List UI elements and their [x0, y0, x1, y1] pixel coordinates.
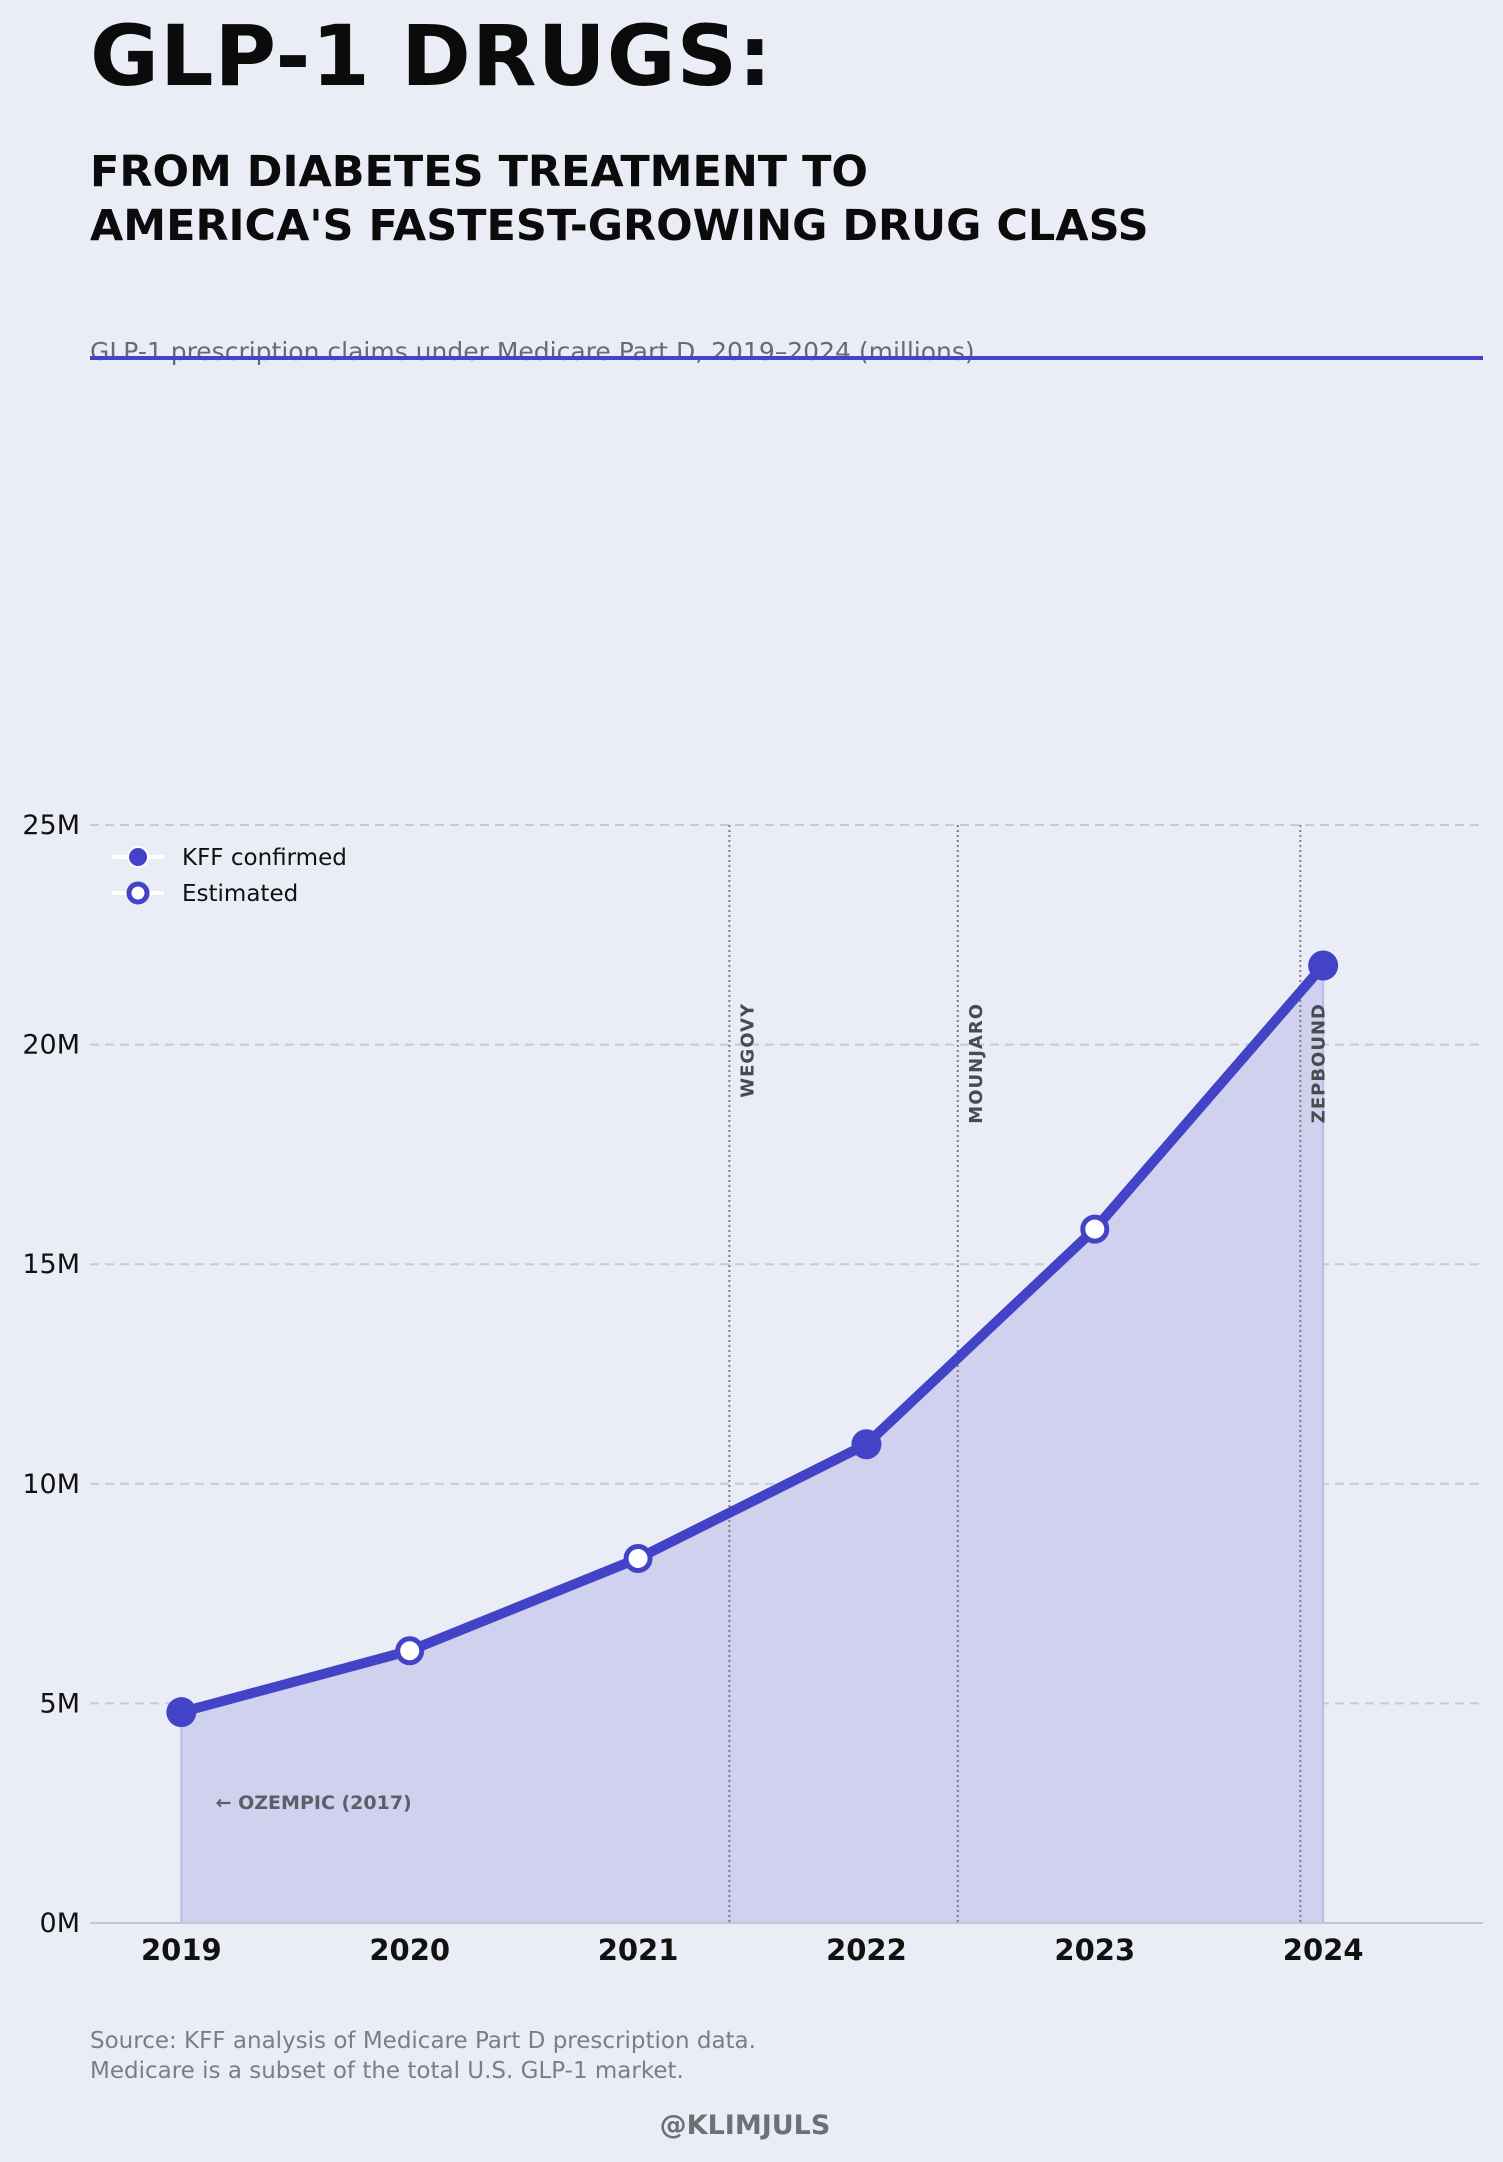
event-label: MOUNJARO [966, 1003, 987, 1124]
y-tick-label: 0M [40, 1908, 80, 1939]
chart-title: GLP-1 DRUGS: [90, 7, 773, 105]
x-tick-label: 2022 [826, 1933, 907, 1967]
y-tick-label: 10M [22, 1469, 80, 1500]
event-label: WEGOVY [737, 1003, 758, 1098]
subtitle-line-2: AMERICA'S FASTEST-GROWING DRUG CLASS [90, 201, 1149, 251]
y-tick-label: 5M [40, 1688, 80, 1719]
event-label: ZEPBOUND [1308, 1003, 1329, 1123]
x-tick-label: 2020 [369, 1933, 450, 1967]
data-point-confirmed [1308, 950, 1339, 981]
legend-marker-hollow [126, 881, 150, 905]
area-fill [180, 962, 1325, 1924]
y-tick-label: 25M [22, 810, 80, 841]
y-tick-label: 20M [22, 1030, 80, 1061]
chart-description: GLP-1 prescription claims under Medicare… [90, 337, 975, 366]
series-line [176, 960, 1329, 1718]
ozempic-annotation: ← OZEMPIC (2017) [216, 1792, 412, 1814]
data-point-estimated [1080, 1214, 1110, 1244]
source-line-1: Source: KFF analysis of Medicare Part D … [90, 2028, 756, 2054]
author-handle: @KLIMJULS [659, 2110, 831, 2141]
x-tick-label: 2023 [1054, 1933, 1135, 1967]
legend-marker-filled [127, 846, 149, 868]
x-tick-label: 2024 [1283, 1933, 1364, 1967]
data-point-estimated [395, 1636, 425, 1666]
header-rule [90, 356, 1483, 360]
data-point-estimated [623, 1543, 653, 1573]
x-tick-label: 2021 [598, 1933, 679, 1967]
y-tick-label: 15M [22, 1249, 80, 1280]
legend-label: KFF confirmed [182, 845, 347, 871]
chart-subtitle: FROM DIABETES TREATMENT TO AMERICA'S FAS… [90, 145, 1390, 253]
data-point-confirmed [851, 1429, 882, 1460]
source-note: Source: KFF analysis of Medicare Part D … [90, 2026, 756, 2086]
legend-label: Estimated [182, 881, 298, 907]
x-tick-label: 2019 [141, 1933, 222, 1967]
data-point-confirmed [166, 1697, 197, 1728]
source-line-2: Medicare is a subset of the total U.S. G… [90, 2058, 684, 2084]
subtitle-line-1: FROM DIABETES TREATMENT TO [90, 147, 868, 197]
